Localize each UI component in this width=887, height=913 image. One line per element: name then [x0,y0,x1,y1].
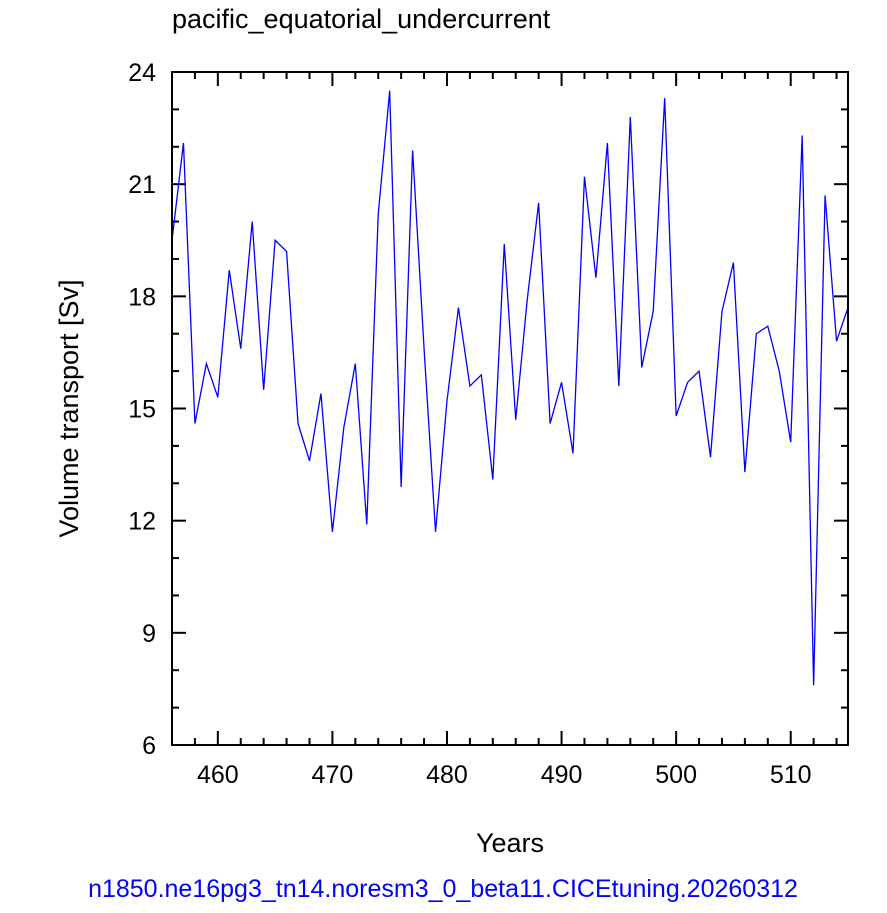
y-axis-label: Volume transport [Sv] [54,279,84,537]
x-tick-label: 460 [197,761,239,789]
plot-frame [171,71,849,746]
y-tick-label: 6 [142,732,156,760]
x-tick-label: 490 [541,761,583,789]
y-tick-label: 9 [142,620,156,648]
y-tick-label: 15 [128,396,156,424]
y-tick-labels: 6 9 12 15 18 21 24 [128,59,156,760]
x-tick-label: 510 [770,761,812,789]
series-line [172,90,848,686]
y-tick-label: 12 [128,508,156,536]
run-caption: n1850.ne16pg3_tn14.noresm3_0_beta11.CICE… [88,875,798,903]
x-tick-label: 470 [312,761,354,789]
y-tick-label: 18 [128,283,156,311]
x-tick-label: 500 [655,761,697,789]
chart-title: pacific_equatorial_undercurrent [172,4,551,34]
y-tick-label: 24 [128,59,156,87]
y-tick-label: 21 [128,171,156,199]
x-tick-labels: 460 470 480 490 500 510 [197,761,812,789]
tick-marks [171,71,848,746]
x-tick-label: 480 [426,761,468,789]
x-axis-label: Years [476,828,544,858]
plot-area [172,90,848,686]
